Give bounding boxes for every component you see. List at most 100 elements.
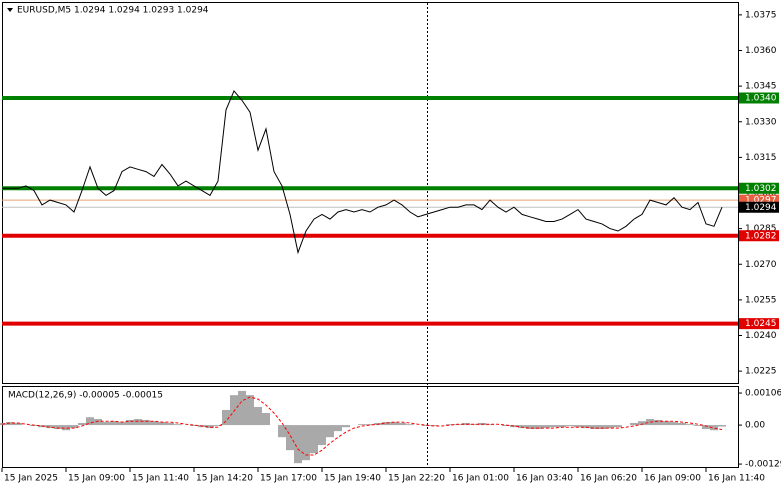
x-tick-label: 15 Jan 09:00 bbox=[68, 474, 125, 484]
macd-bar bbox=[558, 425, 566, 428]
macd-bar bbox=[566, 425, 574, 426]
macd-bar bbox=[662, 421, 670, 426]
macd-bar bbox=[166, 422, 174, 426]
y-tick-label: 1.0285 bbox=[745, 224, 777, 234]
level-label: 1.0282 bbox=[745, 231, 777, 241]
y-tick-label: 0.00 bbox=[745, 421, 765, 431]
macd-bar bbox=[542, 425, 550, 429]
macd-bar bbox=[150, 421, 158, 426]
macd-bar bbox=[214, 425, 222, 426]
menu-triangle bbox=[7, 8, 13, 12]
macd-bar bbox=[86, 417, 94, 426]
macd-bar bbox=[238, 390, 246, 426]
macd-bar bbox=[102, 422, 110, 426]
macd-bar bbox=[710, 425, 718, 431]
macd-bar bbox=[678, 422, 686, 426]
macd-bar bbox=[654, 419, 662, 426]
macd-title: MACD(12,26,9) -0.00005 -0.00015 bbox=[8, 391, 163, 401]
signal-line bbox=[1, 396, 723, 456]
macd-bar bbox=[486, 424, 494, 426]
macd-bar bbox=[582, 425, 590, 429]
x-tick-label: 15 Jan 14:20 bbox=[196, 474, 253, 484]
macd-bar bbox=[302, 425, 310, 461]
macd-bar bbox=[6, 422, 14, 426]
macd-bar bbox=[406, 424, 414, 426]
macd-panel-frame bbox=[2, 386, 739, 468]
macd-bar bbox=[614, 425, 622, 428]
macd-bar bbox=[694, 425, 702, 426]
macd-bar bbox=[550, 425, 558, 428]
macd-bar bbox=[358, 424, 366, 426]
x-tick-label: 16 Jan 06:20 bbox=[580, 474, 637, 484]
macd-bar bbox=[526, 425, 534, 430]
macd-bar bbox=[630, 422, 638, 426]
y-tick-label: 1.0315 bbox=[745, 153, 777, 163]
macd-bar bbox=[246, 395, 254, 426]
macd-bar bbox=[318, 425, 326, 446]
level-label-box bbox=[739, 318, 779, 330]
x-tick-label: 15 Jan 22:20 bbox=[388, 474, 445, 484]
macd-bar bbox=[606, 425, 614, 429]
macd-bar bbox=[14, 422, 22, 426]
macd-bar bbox=[398, 422, 406, 426]
y-tick-label: 1.0345 bbox=[745, 82, 777, 92]
macd-bar bbox=[390, 422, 398, 426]
macd-bar bbox=[134, 419, 142, 426]
macd-bar bbox=[46, 425, 54, 429]
x-tick-label: 16 Jan 01:00 bbox=[452, 474, 509, 484]
macd-bar bbox=[326, 425, 334, 438]
macd-bar bbox=[222, 409, 230, 426]
macd-bar bbox=[646, 419, 654, 426]
macd-bar bbox=[294, 425, 302, 464]
macd-bar bbox=[422, 425, 430, 426]
macd-bar bbox=[670, 422, 678, 426]
price-line bbox=[2, 89, 723, 255]
macd-bar bbox=[126, 419, 134, 426]
y-tick-label: 1.0270 bbox=[745, 260, 777, 270]
level-label: 1.0297 bbox=[745, 196, 777, 206]
macd-bar bbox=[446, 424, 454, 426]
macd-bar bbox=[286, 425, 294, 451]
level-label-box bbox=[739, 230, 779, 242]
macd-bar bbox=[54, 425, 62, 430]
macd-bar bbox=[366, 424, 374, 426]
macd-bar bbox=[94, 419, 102, 426]
macd-bar bbox=[110, 421, 118, 426]
macd-bar bbox=[534, 425, 542, 430]
level-label: 1.0245 bbox=[745, 319, 777, 329]
macd-bar bbox=[310, 425, 318, 454]
macd-bar bbox=[158, 422, 166, 426]
macd-bar bbox=[174, 424, 182, 426]
y-tick-label: 1.0225 bbox=[745, 367, 777, 377]
y-tick-label: 0.00106 bbox=[745, 389, 781, 399]
macd-bar bbox=[598, 425, 606, 430]
macd-bar bbox=[206, 425, 214, 429]
macd-bar bbox=[518, 425, 526, 429]
macd-bar bbox=[62, 425, 70, 431]
macd-bar bbox=[702, 425, 710, 430]
chart-title: EURUSD,M5 1.0294 1.0294 1.0293 1.0294 bbox=[17, 6, 209, 16]
level-label: 1.0294 bbox=[745, 203, 777, 213]
level-label-box bbox=[739, 194, 779, 206]
x-tick-label: 15 Jan 2025 bbox=[4, 474, 58, 484]
macd-bar bbox=[574, 425, 582, 428]
macd-bar bbox=[342, 425, 350, 428]
macd-bar bbox=[686, 424, 694, 426]
level-label-box bbox=[739, 201, 779, 213]
y-tick-label: 1.0240 bbox=[745, 331, 777, 341]
macd-bar bbox=[382, 422, 390, 426]
macd-bar bbox=[142, 419, 150, 426]
macd-bar bbox=[278, 425, 286, 438]
macd-bar bbox=[254, 406, 262, 426]
y-tick-label: 1.0330 bbox=[745, 117, 777, 127]
macd-bar bbox=[638, 421, 646, 426]
x-tick-label: 16 Jan 09:00 bbox=[644, 474, 701, 484]
y-tick-label: 1.0360 bbox=[745, 46, 777, 56]
macd-bar bbox=[230, 395, 238, 426]
macd-bar bbox=[718, 425, 726, 427]
x-tick-label: 16 Jan 11:40 bbox=[708, 474, 765, 484]
x-tick-label: 16 Jan 03:40 bbox=[516, 474, 573, 484]
y-tick-label: 1.0375 bbox=[745, 10, 777, 20]
